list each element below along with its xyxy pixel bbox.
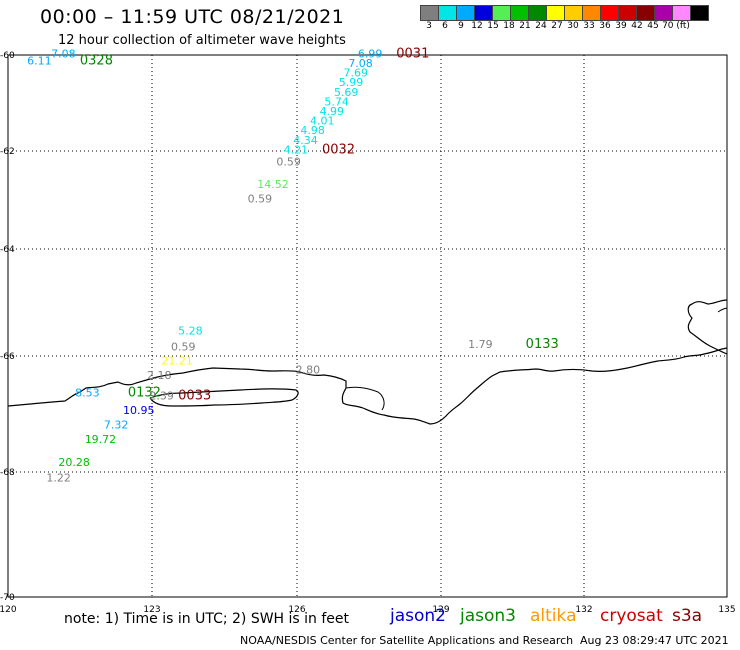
color-scale-label: 3 xyxy=(426,21,432,31)
pass-time-label: 0133 xyxy=(526,337,559,352)
color-scale-label: 70 (ft) xyxy=(662,21,690,31)
color-scale-label: 39 xyxy=(615,21,627,31)
x-tick-label: 129 xyxy=(432,605,449,615)
wave-height-label: 0.59 xyxy=(276,156,301,169)
x-tick-label: 120 xyxy=(0,605,17,615)
wave-height-label: 2.18 xyxy=(147,369,172,382)
generated-timestamp: Aug 23 08:29:47 UTC 2021 xyxy=(580,634,729,647)
wave-height-label: 5.69 xyxy=(334,86,359,99)
wave-height-label: 19.72 xyxy=(85,433,117,446)
map-frame xyxy=(7,54,728,598)
wave-height-label: 1.22 xyxy=(46,471,70,484)
y-tick-label: -70 xyxy=(0,593,15,603)
satellite-legend-entry: jason3 xyxy=(460,606,516,626)
wave-height-label: 7.08 xyxy=(51,47,76,60)
wave-height-label: 6.11 xyxy=(27,55,51,68)
color-scale-label: 18 xyxy=(503,21,515,31)
wave-height-label: 5.28 xyxy=(178,325,203,338)
satellite-legend-entry: jason2 xyxy=(390,606,446,626)
wave-height-label: 2.80 xyxy=(296,363,321,376)
color-scale-label: 9 xyxy=(458,21,464,31)
color-scale-label: 36 xyxy=(599,21,611,31)
x-tick-label: 126 xyxy=(288,605,305,615)
satellite-legend-entry: cryosat xyxy=(600,606,663,626)
footer-note: note: 1) Time is in UTC; 2) SWH is in fe… xyxy=(64,611,350,627)
wave-height-label: 5.74 xyxy=(324,95,349,108)
wave-height-label: 4.01 xyxy=(310,115,335,128)
color-swatch xyxy=(690,5,709,21)
y-tick-label: -64 xyxy=(0,245,15,255)
y-tick-label: -68 xyxy=(0,468,15,478)
y-tick-label: -60 xyxy=(0,51,15,61)
wave-height-label: 4.34 xyxy=(293,134,318,147)
color-scale-label: 15 xyxy=(487,21,499,31)
wave-height-label: 6.99 xyxy=(358,47,383,60)
wave-height-label: 4.21 xyxy=(284,143,309,156)
map-subtitle: 12 hour collection of altimeter wave hei… xyxy=(58,33,346,48)
x-tick-label: 132 xyxy=(575,605,592,615)
pass-time-label: 0032 xyxy=(322,142,355,157)
x-tick-label: 135 xyxy=(718,605,735,615)
credit-line: NOAA/NESDIS Center for Satellite Applica… xyxy=(240,634,574,647)
coastline-inlet xyxy=(345,386,385,411)
wave-height-label: 2.39 xyxy=(149,390,174,403)
coastline-east xyxy=(687,299,728,355)
pass-time-label: 0328 xyxy=(80,54,113,69)
pass-time-label: 0132 xyxy=(128,386,161,401)
color-scale-label: 42 xyxy=(631,21,643,31)
wave-height-label: 0.59 xyxy=(171,341,196,354)
x-tick-label: 123 xyxy=(143,605,160,615)
wave-height-label: 7.32 xyxy=(104,419,129,432)
satellite-legend-entry: altika xyxy=(530,606,577,626)
wave-height-label: 0.59 xyxy=(248,192,273,205)
wave-height-label: 4.99 xyxy=(320,105,345,118)
color-scale-label: 30 xyxy=(567,21,579,31)
color-scale-label: 27 xyxy=(551,21,563,31)
wave-height-label: 21.21 xyxy=(161,355,193,368)
color-scale-labels: 3 6 9 12 15 18 21 24 27 30 33 36 39 42 45 70 (ft) xyxy=(421,21,691,31)
wave-height-label: 7.69 xyxy=(344,67,369,80)
coastline xyxy=(7,347,728,425)
color-scale-label: 6 xyxy=(442,21,448,31)
satellite-legend-entry: s3a xyxy=(672,606,703,626)
color-scale-label: 45 xyxy=(647,21,659,31)
y-tick-label: -62 xyxy=(0,147,15,157)
color-scale-label: 12 xyxy=(471,21,483,31)
coastline-east-detail xyxy=(717,307,728,313)
color-scale-bar xyxy=(420,5,709,21)
color-scale-label: 24 xyxy=(535,21,547,31)
pass-time-label: 0033 xyxy=(178,389,211,404)
color-scale-label: 33 xyxy=(583,21,595,31)
ice-shelf-outline xyxy=(149,388,299,407)
color-scale-label: 21 xyxy=(519,21,531,31)
wave-height-label: 5.99 xyxy=(339,76,364,89)
wave-height-label: 20.28 xyxy=(58,456,90,469)
wave-height-label: 8.53 xyxy=(75,387,100,400)
map-title: 00:00 – 11:59 UTC 08/21/2021 xyxy=(40,6,345,28)
y-tick-label: -66 xyxy=(0,352,15,362)
wave-height-label: 7.08 xyxy=(348,57,373,70)
wave-height-label: 1.79 xyxy=(468,338,493,351)
pass-time-label: 0031 xyxy=(396,46,429,61)
wave-height-label: 10.95 xyxy=(123,404,155,417)
wave-height-label: 4.98 xyxy=(300,124,325,137)
wave-height-label: 14.52 xyxy=(257,178,289,191)
